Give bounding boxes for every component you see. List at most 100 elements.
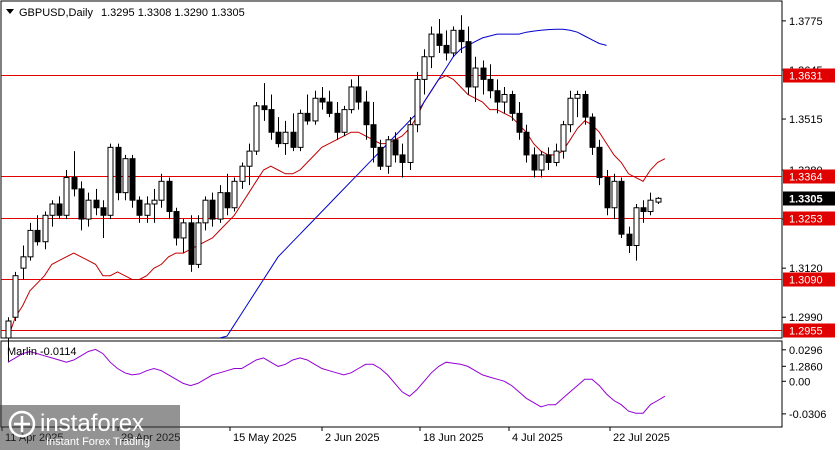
- candle: [253, 102, 260, 155]
- bull-candle-body: [20, 256, 27, 269]
- candle: [312, 90, 319, 125]
- candle: [107, 143, 114, 220]
- candle: [531, 147, 538, 178]
- candle: [158, 173, 165, 208]
- candle: [151, 188, 158, 223]
- candle: [27, 222, 34, 261]
- candle: [268, 94, 275, 140]
- bull-candle-body: [231, 180, 238, 209]
- candle: [202, 196, 209, 231]
- time-tick-label: 4 Jul 2025: [512, 432, 563, 444]
- candle: [385, 136, 392, 174]
- candle: [180, 219, 187, 254]
- bull-candle-body: [49, 203, 56, 216]
- candle: [56, 196, 63, 220]
- time-tick-label: 22 Jul 2025: [613, 432, 670, 444]
- bull-candle-body: [158, 180, 165, 201]
- candle: [567, 90, 574, 133]
- bear-candle-body: [531, 154, 538, 171]
- level-price-tag: [783, 323, 835, 338]
- bear-candle-body: [71, 177, 78, 190]
- level-price-label: 1.3364: [789, 172, 823, 184]
- bear-candle-body: [268, 109, 275, 133]
- candle: [399, 143, 406, 178]
- candle: [545, 147, 552, 170]
- candle: [12, 271, 19, 322]
- instaforex-logo: instaforex Instant Forex Trading: [0, 405, 180, 450]
- bull-candle-body: [421, 56, 428, 80]
- price-tick-label: 1.2990: [789, 312, 823, 324]
- candle: [231, 177, 238, 212]
- candle: [494, 79, 501, 114]
- candle: [450, 26, 457, 57]
- bear-candle-body: [516, 112, 523, 133]
- bear-candle-body: [78, 188, 85, 220]
- level-price-tag: [783, 211, 835, 226]
- bull-candle-body: [144, 203, 151, 216]
- bear-candle-body: [275, 131, 282, 145]
- bear-candle-body: [465, 41, 472, 88]
- indicator-tick-label: 0.00: [789, 376, 810, 388]
- candle: [414, 71, 421, 133]
- logo-brand: instaforex: [40, 410, 144, 437]
- collapse-triangle-icon[interactable]: [6, 9, 14, 14]
- bull-candle-body: [253, 105, 260, 152]
- bear-candle-body: [56, 203, 63, 216]
- candle: [465, 26, 472, 95]
- bull-candle-body: [560, 124, 567, 152]
- candle: [436, 18, 443, 53]
- bear-candle-body: [480, 67, 487, 80]
- bull-candle-body: [574, 93, 581, 99]
- indicator-tick-label: 0.0296: [789, 345, 823, 357]
- candle: [297, 109, 304, 152]
- candle: [195, 215, 202, 269]
- candle: [348, 79, 355, 114]
- bear-candle-body: [188, 222, 195, 265]
- bull-candle-body: [282, 131, 289, 145]
- bear-candle-body: [436, 33, 443, 46]
- bull-candle-body: [341, 109, 348, 133]
- bull-candle-body: [63, 177, 70, 216]
- bear-candle-body: [224, 192, 231, 209]
- moving-average-line-2: [219, 28, 607, 339]
- candle: [326, 90, 333, 118]
- bull-candle-body: [85, 199, 92, 220]
- bull-candle-body: [12, 275, 19, 318]
- logo-mark-icon: [8, 410, 36, 438]
- bear-candle-body: [173, 211, 180, 239]
- current-price-label: 1.3305: [789, 194, 823, 206]
- candle: [647, 192, 654, 216]
- bull-candle-body: [538, 154, 545, 171]
- bull-candle-body: [472, 67, 479, 88]
- bear-candle-body: [370, 124, 377, 148]
- bull-candle-body: [217, 192, 224, 220]
- candle: [129, 154, 136, 208]
- candle: [275, 117, 282, 148]
- bear-candle-body: [326, 101, 333, 114]
- candle: [246, 143, 253, 186]
- candle: [71, 151, 78, 197]
- bull-candle-body: [180, 222, 187, 239]
- price-tick-label: 1.3775: [789, 16, 823, 28]
- bull-candle-body: [348, 86, 355, 111]
- candle: [122, 154, 129, 201]
- candle: [341, 105, 348, 137]
- candle: [144, 196, 151, 223]
- bear-candle-body: [545, 154, 552, 163]
- candle: [582, 90, 589, 125]
- candle: [115, 143, 122, 201]
- candle: [523, 124, 530, 163]
- bull-candle-body: [312, 97, 319, 122]
- candle: [655, 197, 662, 204]
- bull-candle-body: [42, 214, 49, 243]
- bear-candle-body: [136, 199, 143, 216]
- candle: [5, 317, 12, 363]
- bull-candle-body: [5, 320, 12, 339]
- bull-candle-body: [407, 124, 414, 163]
- indicator-tick-label: -0.0306: [789, 409, 826, 421]
- bull-candle-body: [202, 199, 209, 224]
- level-price-tag: [783, 169, 835, 184]
- candle: [304, 94, 311, 125]
- candle: [574, 90, 581, 118]
